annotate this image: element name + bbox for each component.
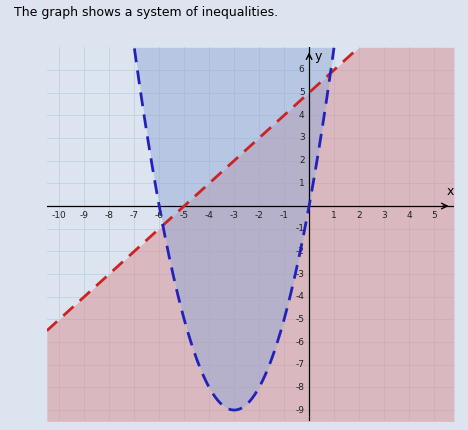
Text: -8: -8: [105, 211, 114, 220]
Text: -6: -6: [155, 211, 164, 220]
Text: -7: -7: [130, 211, 139, 220]
Text: -4: -4: [205, 211, 213, 220]
Text: -1: -1: [296, 224, 305, 233]
Text: -3: -3: [296, 270, 305, 279]
Text: The graph shows a system of inequalities.: The graph shows a system of inequalities…: [14, 6, 278, 19]
Text: 5: 5: [299, 88, 305, 97]
Text: -8: -8: [296, 383, 305, 392]
Text: -3: -3: [230, 211, 239, 220]
Text: -5: -5: [296, 315, 305, 324]
Text: y: y: [314, 50, 322, 63]
Text: 6: 6: [299, 65, 305, 74]
Text: -2: -2: [296, 247, 305, 256]
Text: x: x: [446, 185, 454, 198]
Text: 5: 5: [431, 211, 437, 220]
Text: -9: -9: [80, 211, 89, 220]
Text: 4: 4: [299, 111, 305, 120]
Text: 3: 3: [381, 211, 387, 220]
Text: 1: 1: [331, 211, 337, 220]
Text: 2: 2: [299, 156, 305, 165]
Text: 4: 4: [406, 211, 412, 220]
Text: -10: -10: [52, 211, 66, 220]
Text: -4: -4: [296, 292, 305, 301]
Text: 3: 3: [299, 133, 305, 142]
Text: 2: 2: [356, 211, 362, 220]
Text: -9: -9: [296, 405, 305, 415]
Text: -5: -5: [180, 211, 189, 220]
Text: -2: -2: [255, 211, 263, 220]
Text: -1: -1: [279, 211, 289, 220]
Text: -6: -6: [296, 338, 305, 347]
Text: -7: -7: [296, 360, 305, 369]
Text: 1: 1: [299, 179, 305, 188]
